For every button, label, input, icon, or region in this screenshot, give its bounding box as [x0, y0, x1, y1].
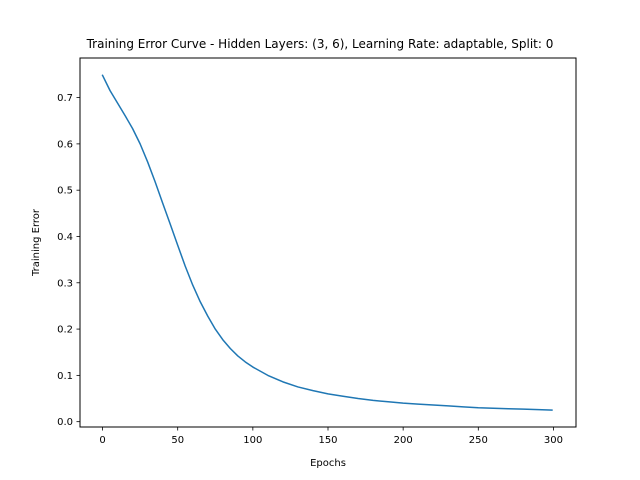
x-tick-label: 200: [394, 435, 413, 446]
y-tick-label: 0.7: [57, 93, 73, 104]
series-line-0: [101, 74, 553, 411]
y-tick-label: 0.1: [57, 371, 73, 382]
y-tick-label: 0.4: [57, 232, 73, 243]
x-tick-label: 50: [171, 435, 184, 446]
x-tick-label: 250: [469, 435, 488, 446]
x-axis-label: Epochs: [310, 458, 346, 469]
chart-title: Training Error Curve - Hidden Layers: (3…: [86, 37, 554, 51]
x-tick-label: 300: [544, 435, 563, 446]
y-tick-label: 0.3: [57, 278, 73, 289]
axis-ticks: 0 50 100 150 200 250 300 0.0 0.1 0.2 0.3 0.4 0.5 0.6 0…: [57, 93, 563, 446]
y-tick-label: 0.6: [57, 139, 73, 150]
y-axis-label: Training Error: [31, 208, 42, 277]
plot-area: [101, 74, 553, 411]
y-tick-label: 0.0: [57, 417, 73, 428]
y-tick-label: 0.5: [57, 186, 73, 197]
y-tick-label: 0.2: [57, 325, 73, 336]
x-tick-label: 150: [318, 435, 337, 446]
x-tick-label: 100: [243, 435, 262, 446]
x-tick-label: 0: [99, 435, 105, 446]
